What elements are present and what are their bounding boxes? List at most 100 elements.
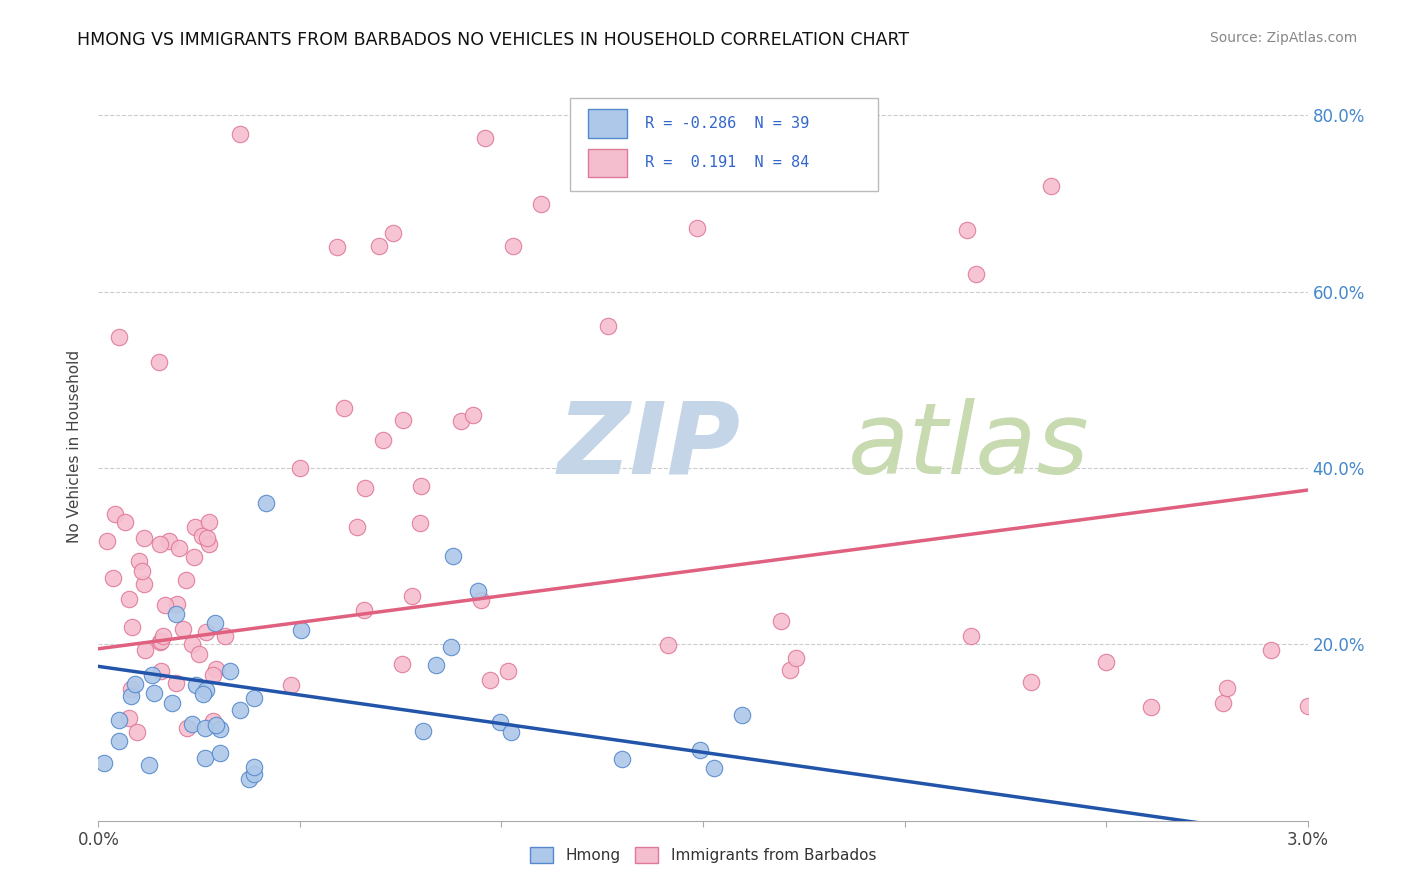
Point [104,508,127,522]
Point [201,714,224,728]
Point [174,573,197,587]
Point [183,550,205,565]
Point [141,668,163,682]
Point [242,690,264,705]
Point [209,747,232,761]
Point [193,687,215,701]
Point [132,577,155,591]
Point [1212,696,1234,710]
Text: Source: ZipAtlas.com: Source: ZipAtlas.com [1209,31,1357,45]
Point [125,725,148,739]
Point [142,685,165,699]
Point [114,515,136,529]
Y-axis label: No Vehicles in Household: No Vehicles in Household [67,350,83,542]
Point [205,662,228,676]
Legend: Hmong, Immigrants from Barbados: Hmong, Immigrants from Barbados [524,841,882,869]
Point [228,127,250,141]
Point [409,516,432,530]
Point [496,665,519,679]
Point [412,724,434,739]
Point [205,718,228,732]
Point [120,681,142,696]
Point [159,534,181,549]
Text: atlas: atlas [848,398,1090,494]
Point [1040,178,1063,193]
Point [166,597,188,611]
Point [280,678,302,692]
Point [391,657,413,671]
Point [132,531,155,545]
Point [150,664,173,678]
Point [108,713,131,727]
Point [290,624,312,638]
Point [208,722,231,736]
Point [218,664,240,678]
Point [467,584,489,599]
Point [254,496,277,510]
Point [131,564,153,578]
Point [501,725,523,739]
Point [160,696,183,710]
Point [152,629,174,643]
Point [686,221,709,235]
Point [228,703,250,717]
Point [703,761,725,775]
Point [180,716,202,731]
Point [134,643,156,657]
Point [121,619,143,633]
Point [450,414,472,428]
Point [198,537,221,551]
Point [108,330,131,344]
Point [195,625,218,640]
Point [596,319,619,334]
Point [530,196,553,211]
Point [172,623,194,637]
Point [779,664,801,678]
Point [441,549,464,564]
Point [184,678,207,692]
Point [489,714,512,729]
Point [101,571,124,585]
Point [440,640,463,654]
Point [149,635,172,649]
Point [1139,699,1161,714]
Point [770,615,793,629]
Point [165,675,187,690]
Point [425,657,447,672]
Point [965,267,987,281]
Point [118,592,141,607]
FancyBboxPatch shape [588,149,627,178]
Point [731,707,754,722]
Point [353,602,375,616]
Point [1216,681,1239,696]
Point [392,413,415,427]
Point [409,478,432,492]
Point [1296,699,1319,714]
Point [184,520,207,534]
Point [128,554,150,568]
Point [354,481,377,495]
Point [288,461,311,475]
Point [325,240,347,254]
Point [463,408,485,422]
Point [381,226,404,240]
Point [1095,655,1118,669]
Point [93,756,115,771]
Point [165,607,187,621]
Point [657,638,679,652]
Point [194,683,217,698]
Point [243,766,266,780]
Text: HMONG VS IMMIGRANTS FROM BARBADOS NO VEHICLES IN HOUSEHOLD CORRELATION CHART: HMONG VS IMMIGRANTS FROM BARBADOS NO VEH… [77,31,910,49]
Point [149,634,172,648]
Point [1260,643,1282,657]
Point [153,598,176,612]
Text: ZIP: ZIP [558,398,741,494]
Point [194,721,217,735]
Point [401,589,423,603]
Point [120,689,142,703]
Point [346,520,368,534]
Point [181,637,204,651]
FancyBboxPatch shape [588,109,627,137]
Point [243,760,266,774]
Point [96,534,118,549]
